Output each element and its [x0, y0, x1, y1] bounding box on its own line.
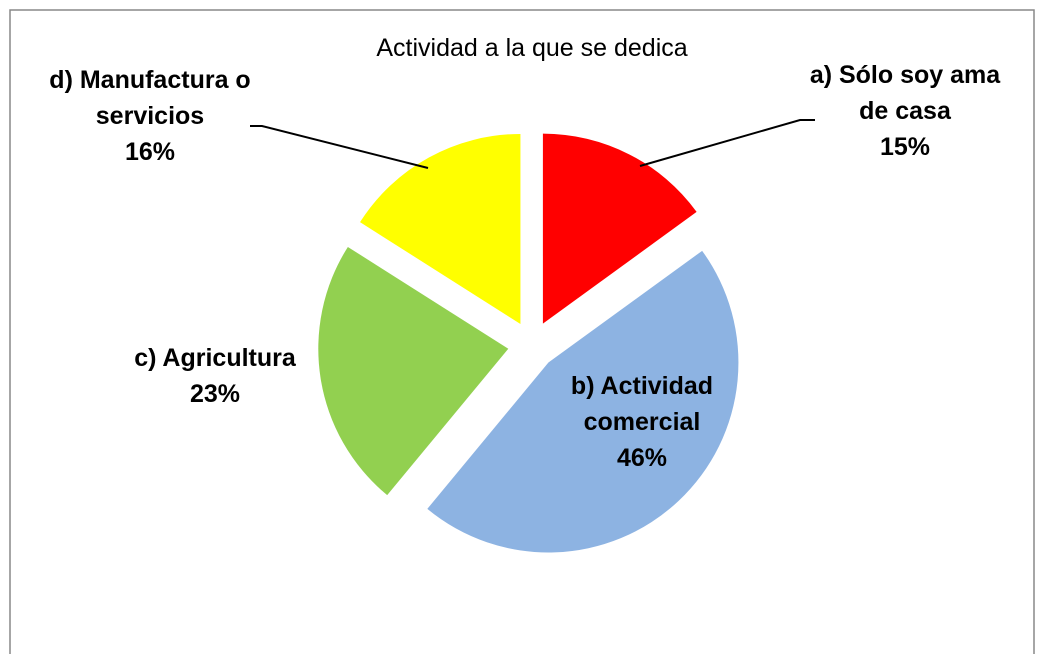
slice-label: d) Manufactura o servicios 16%	[45, 62, 255, 170]
pie-slice	[318, 246, 509, 496]
leader-line	[250, 125, 429, 169]
pie-slice	[542, 133, 697, 324]
slice-label: a) Sólo soy ama de casa 15%	[805, 57, 1005, 165]
category-label: b) Actividad comercial	[570, 372, 714, 436]
category-label: d) Manufactura o servicios	[49, 66, 251, 130]
slice-label: c) Agricultura 23%	[115, 340, 315, 412]
slice-label: b) Actividad comercial 46%	[557, 368, 727, 476]
value-label: 15%	[879, 133, 931, 161]
pie-slice	[360, 133, 521, 324]
category-label: a) Sólo soy ama de casa	[809, 61, 1001, 125]
value-label: 46%	[616, 444, 668, 472]
chart-title: Actividad a la que se dedica	[376, 34, 688, 62]
pie	[318, 133, 739, 553]
value-label: 23%	[189, 380, 241, 408]
category-label: c) Agricultura	[134, 344, 296, 372]
pie-slice	[427, 250, 739, 553]
value-label: 16%	[124, 138, 176, 166]
leader-line	[639, 119, 815, 167]
